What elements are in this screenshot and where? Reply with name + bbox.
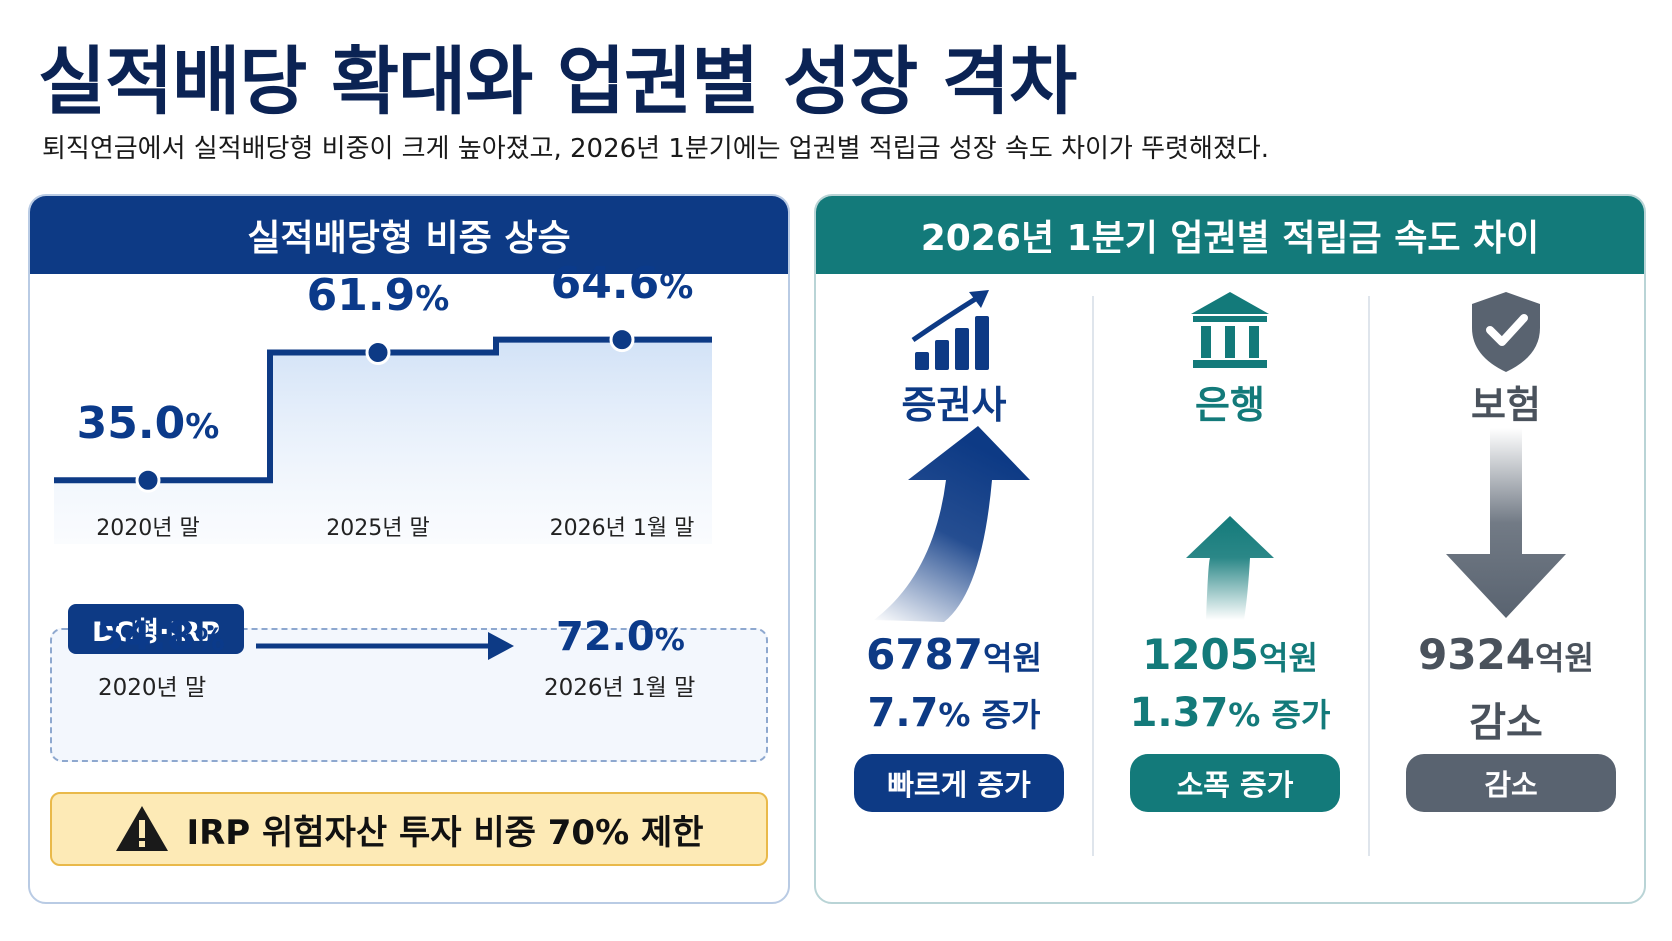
left-panel-header: 실적배당형 비중 상승	[30, 196, 788, 274]
column-name: 증권사	[901, 383, 1007, 427]
bank-building-icon	[1191, 292, 1269, 368]
right-panel-header: 2026년 1분기 업권별 적립금 속도 차이	[816, 196, 1644, 274]
big-up-arrow-icon	[874, 426, 1030, 622]
warning-icon	[116, 806, 169, 851]
column-insurance: 보험 9324억원 감소 감소	[1368, 274, 1644, 902]
column-securities: 증권사 6787억원 7.7% 증가 빠르게 증가	[816, 274, 1092, 902]
column-change: 1.37% 증가	[1129, 690, 1331, 736]
category-label-2025: 2025년 말	[326, 516, 430, 541]
category-label-2026: 2026년 1월 말	[549, 516, 695, 541]
value-label-2025: 61.9%	[306, 270, 450, 322]
right-panel: 2026년 1분기 업권별 적립금 속도 차이 증권사 6787억원 7.7%	[814, 194, 1646, 904]
bar-chart-growth-icon	[911, 290, 989, 370]
dc-from-value: 54.8%	[96, 614, 225, 660]
dc-to-value: 72.0%	[556, 614, 685, 660]
data-point-2026	[609, 327, 635, 353]
column-amount: 1205억원	[1142, 630, 1318, 679]
down-arrow-icon	[1446, 428, 1566, 618]
value-label-2026: 64.6%	[550, 257, 694, 309]
column-name: 은행	[1195, 383, 1265, 427]
dc-arrow-icon	[256, 632, 514, 660]
column-amount: 6787억원	[866, 630, 1042, 679]
page-subtitle: 퇴직연금에서 실적배당형 비중이 크게 높아졌고, 2026년 1분기에는 업권…	[42, 134, 1269, 164]
shield-check-icon	[1472, 292, 1540, 372]
warning-banner: IRP 위험자산 투자 비중 70% 제한	[50, 792, 768, 866]
column-bank: 은행 1205억원 1.37% 증가 소폭 증가	[1092, 274, 1368, 902]
small-up-arrow-icon	[1186, 516, 1274, 620]
warning-text: IRP 위험자산 투자 비중 70% 제한	[186, 812, 704, 853]
step-area	[54, 339, 712, 544]
dc-irp-badge: DC형·IRP	[68, 604, 244, 654]
dc-to-label: 2026년 1월 말	[544, 675, 696, 701]
category-label-2020: 2020년 말	[96, 516, 200, 541]
column-divider	[1092, 296, 1094, 856]
column-divider	[1368, 296, 1370, 856]
column-badge: 소폭 증가	[1130, 754, 1340, 812]
column-change: 7.7% 증가	[867, 690, 1041, 736]
dc-from-label: 2020년 말	[98, 675, 207, 701]
column-change: 감소	[1469, 700, 1543, 746]
left-panel: 실적배당형 비중 상승 35.0% 61.9% 64.6% 2020년 말 20…	[28, 194, 790, 904]
page-title: 실적배당 확대와 업권별 성장 격차	[38, 39, 1077, 125]
column-badge: 빠르게 증가	[854, 754, 1064, 812]
data-point-2025	[365, 339, 391, 365]
column-name: 보험	[1471, 383, 1541, 427]
value-label-2020: 35.0%	[76, 398, 220, 450]
step-chart	[54, 327, 712, 544]
column-badge: 감소	[1406, 754, 1616, 812]
column-amount: 9324억원	[1418, 630, 1594, 679]
data-point-2020	[135, 467, 161, 493]
